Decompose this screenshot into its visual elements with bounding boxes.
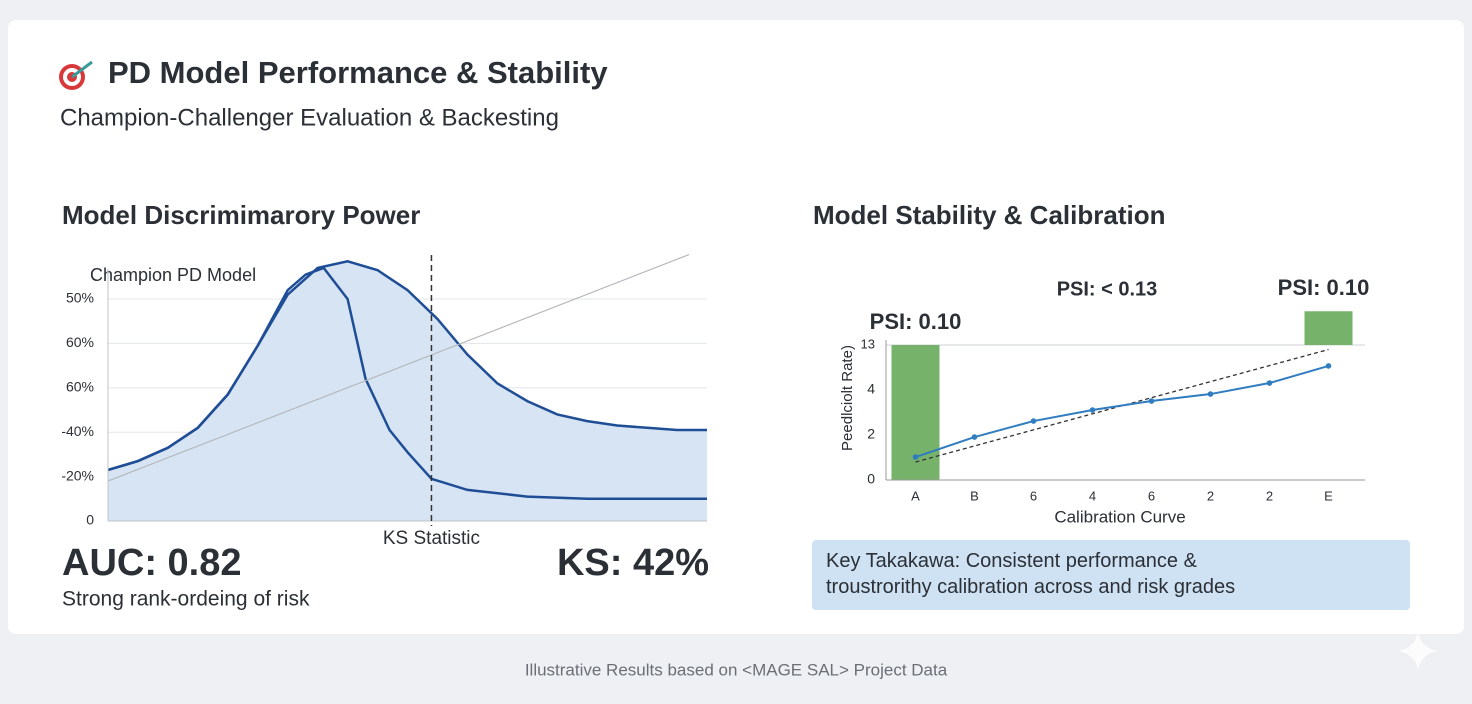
y-tick-label: 13 <box>861 336 875 351</box>
psi-label: PSI: 0.10 <box>1278 275 1370 300</box>
metric-note: Strong rank-ordeing of risk <box>62 588 310 611</box>
metric: AUC: 0.82 <box>62 542 242 584</box>
y-tick-label: 0 <box>86 512 94 528</box>
chart-title: Model Discrimimarory Power <box>62 200 420 230</box>
page-subtitle: Champion-Challenger Evaluation & Backest… <box>60 104 559 131</box>
point <box>1266 380 1273 386</box>
page-title: PD Model Performance & Stability <box>108 55 608 90</box>
y-tick-label: -20% <box>61 467 94 483</box>
y-axis-label: Peedlciolt Rate) <box>839 345 856 451</box>
area-fill <box>108 261 707 521</box>
point <box>1325 363 1332 369</box>
x-tick-label: 6 <box>1030 488 1037 503</box>
psi-label: PSI: 0.10 <box>870 309 962 334</box>
ks-label: KS Statistic <box>383 528 480 549</box>
x-tick-label: A <box>911 488 920 503</box>
x-tick-label: 4 <box>1089 488 1096 503</box>
annotation: Champion PD Model <box>90 265 256 285</box>
footer: Illustrative Results based on <MAGE SAL>… <box>525 660 948 679</box>
point <box>1148 398 1155 404</box>
point <box>912 454 919 460</box>
x-tick-label: 2 <box>1266 488 1273 503</box>
y-tick-label: 4 <box>867 381 875 397</box>
y-tick-label: 60% <box>66 379 94 395</box>
reference-line <box>915 348 1329 463</box>
y-tick-label: 60% <box>66 334 94 350</box>
x-tick-label: E <box>1324 488 1333 503</box>
curve <box>107 254 690 482</box>
x-tick-label: 2 <box>1207 488 1214 503</box>
target-icon <box>59 60 93 90</box>
point <box>971 434 978 440</box>
point <box>1089 407 1096 413</box>
curve <box>107 266 707 501</box>
callout: Key Takakawa: Consistent performance & t… <box>812 540 1410 610</box>
y-tick-label: 2 <box>867 426 875 442</box>
y-tick-label: 50% <box>66 290 94 306</box>
x-axis-label: Calibration Curve <box>1054 507 1185 526</box>
x-tick-label: 6 <box>1148 488 1155 503</box>
x-tick-label: B <box>970 488 979 503</box>
psi-bar <box>1304 311 1353 345</box>
calibration-line <box>915 364 1329 458</box>
callout-text: Key Takakawa: Consistent performance & t… <box>826 550 1236 598</box>
y-tick-label: -40% <box>61 423 94 439</box>
y-tick-label: 0 <box>867 471 875 487</box>
sparkle <box>1398 632 1438 670</box>
point <box>1030 418 1037 424</box>
annotation: PSI: < 0.13 <box>1057 278 1158 300</box>
point <box>1207 391 1214 397</box>
chart-title: Model Stability & Calibration <box>813 200 1165 230</box>
metric: KS: 42% <box>557 542 709 584</box>
